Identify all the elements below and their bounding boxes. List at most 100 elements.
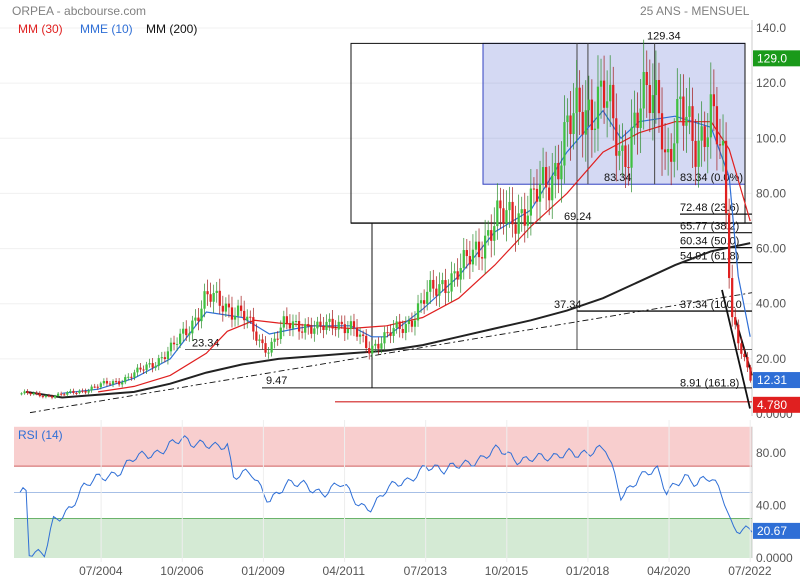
candle-body xyxy=(602,80,606,108)
candle-body xyxy=(252,317,255,332)
x-axis: 07/2004 10/2006 01/2009 04/2011 07/2013 10/20… xyxy=(79,420,772,578)
rsi-overbought-zone xyxy=(14,426,752,467)
chart-period: 25 ANS - MENSUEL xyxy=(640,4,750,18)
candle-body xyxy=(676,98,679,144)
candle-body xyxy=(654,80,658,96)
candle-body xyxy=(487,230,490,236)
candle-body xyxy=(236,305,240,316)
candle-body xyxy=(78,390,81,394)
price-badge-text-last: 12.31 xyxy=(757,373,787,387)
candle-body xyxy=(563,122,566,166)
candle-body xyxy=(599,80,603,87)
candle-body xyxy=(365,335,368,349)
candle-body xyxy=(728,213,731,279)
price-annotation: 129.34 xyxy=(647,30,681,42)
candle-body xyxy=(267,352,270,354)
candle-body xyxy=(206,291,209,295)
candle-body xyxy=(554,162,557,177)
candle-body xyxy=(743,353,746,357)
x-tick-label: 01/2018 xyxy=(566,564,610,578)
candle-body xyxy=(53,395,57,398)
candle-body xyxy=(145,364,148,371)
candle-body xyxy=(453,271,456,274)
candle-body xyxy=(593,128,597,131)
price-badge-text-top: 129.0 xyxy=(757,51,787,65)
candle-body xyxy=(142,369,145,371)
candle-body xyxy=(618,150,621,156)
candle-body xyxy=(127,376,130,378)
candle-body xyxy=(691,106,694,141)
candle-body xyxy=(179,333,182,344)
candle-body xyxy=(477,241,481,258)
candle-body xyxy=(694,140,697,167)
candle-body xyxy=(572,113,575,135)
rsi-badge xyxy=(753,522,800,539)
candle-body xyxy=(313,328,316,334)
candle-body xyxy=(746,356,749,368)
candle-body xyxy=(114,381,118,383)
candle-body xyxy=(29,393,32,395)
candle-body xyxy=(432,279,435,289)
candle-body xyxy=(72,390,75,393)
candle-body xyxy=(459,267,462,280)
candle-body xyxy=(557,162,560,180)
candle-body xyxy=(294,321,298,323)
candle-body xyxy=(526,215,529,226)
candle-body xyxy=(121,382,124,385)
price-tick-label: 20.00 xyxy=(756,352,786,366)
price-pane: 0.000020.0040.0060.0080.00100.0120.0140.… xyxy=(0,20,800,421)
candle-body xyxy=(218,290,221,306)
candle-body xyxy=(374,343,377,346)
candle-body xyxy=(118,381,121,385)
candle-body xyxy=(273,338,276,342)
candle-body xyxy=(154,365,157,368)
candle-body xyxy=(258,339,261,341)
x-tick-label: 10/2006 xyxy=(160,564,204,578)
candle-body xyxy=(316,321,319,329)
candle-body xyxy=(307,324,310,327)
candle-body xyxy=(410,320,414,327)
price-tick-label: 80.00 xyxy=(756,186,786,200)
candle-body xyxy=(377,343,380,349)
candle-body xyxy=(355,327,359,337)
candle-body xyxy=(334,328,337,330)
candle-body xyxy=(657,80,661,114)
candle-body xyxy=(380,343,383,349)
candle-body xyxy=(148,363,151,365)
candle-body xyxy=(471,249,475,265)
candle-body xyxy=(93,386,96,388)
candle-body xyxy=(160,357,163,359)
candle-body xyxy=(63,394,66,396)
candle-body xyxy=(200,308,203,322)
candle-body xyxy=(352,321,356,328)
candle-body xyxy=(66,392,69,395)
candle-body xyxy=(227,303,231,308)
candle-body xyxy=(715,106,719,145)
candle-body xyxy=(529,188,532,216)
price-badge-last xyxy=(753,372,800,389)
candle-body xyxy=(331,318,334,329)
candle-body xyxy=(697,140,700,167)
candle-body xyxy=(645,71,648,86)
candle-body xyxy=(102,381,105,384)
candle-body xyxy=(38,393,41,397)
candle-body xyxy=(416,303,420,321)
chart-title: ORPEA - abcbourse.com xyxy=(12,4,147,18)
candle-body xyxy=(651,95,654,114)
candle-body xyxy=(105,381,109,384)
candle-body xyxy=(279,327,282,340)
candle-body xyxy=(343,324,346,334)
candle-body xyxy=(75,392,78,394)
candle-body xyxy=(108,383,112,385)
candle-body xyxy=(50,396,54,398)
candle-body xyxy=(663,149,667,153)
candle-body xyxy=(151,363,154,368)
price-annotation: 9.47 xyxy=(266,375,287,387)
candle-body xyxy=(249,316,252,318)
candle-body xyxy=(523,209,526,226)
candle-body xyxy=(35,392,38,394)
candle-body xyxy=(493,226,496,241)
candle-body xyxy=(157,358,160,366)
candle-body xyxy=(484,235,487,259)
candle-body xyxy=(642,71,645,109)
